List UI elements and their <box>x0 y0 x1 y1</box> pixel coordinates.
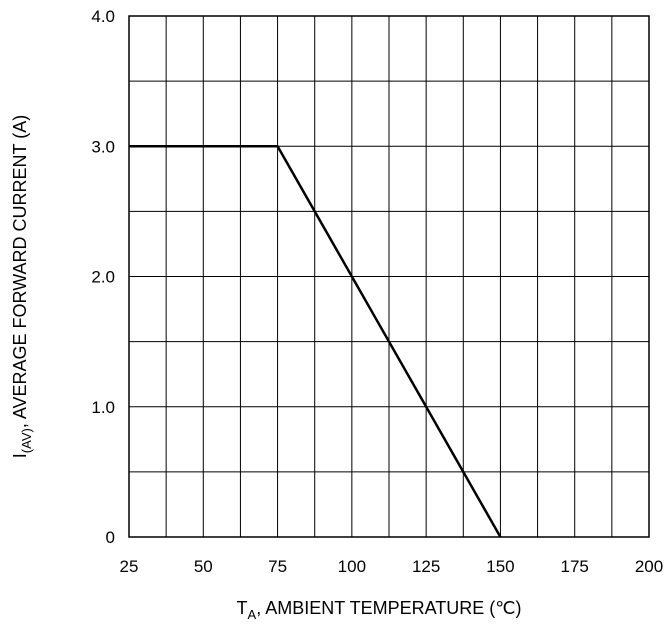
grid-lines <box>129 16 649 537</box>
x-tick-label: 100 <box>338 557 366 576</box>
x-axis-title-text: , AMBIENT TEMPERATURE (℃) <box>256 598 521 618</box>
x-tick-label: 125 <box>412 557 440 576</box>
x-tick-label: 50 <box>194 557 213 576</box>
plot-frame <box>128 15 650 538</box>
derating-curve-0 <box>129 145 502 538</box>
y-tick-label: 2.0 <box>91 268 115 287</box>
x-tick-label: 75 <box>268 557 287 576</box>
y-axis-subscript: (AV) <box>19 428 34 453</box>
x-axis-symbol: T <box>237 598 248 618</box>
y-tick-labels: 0 1.0 2.0 3.0 4.0 <box>91 7 115 547</box>
x-tick-label: 25 <box>120 557 139 576</box>
x-axis-title: TA, AMBIENT TEMPERATURE (℃) <box>237 598 522 622</box>
y-tick-label: 4.0 <box>91 7 115 26</box>
series-layer <box>129 145 502 538</box>
y-axis-title: I(AV), AVERAGE FORWARD CURRENT (A) <box>10 115 34 458</box>
x-tick-labels: 25 50 75 100 125 150 175 200 <box>120 557 664 576</box>
y-tick-label: 1.0 <box>91 398 115 417</box>
x-tick-label: 175 <box>561 557 589 576</box>
y-axis-title-text: , AVERAGE FORWARD CURRENT (A) <box>10 115 30 428</box>
x-axis-subscript: A <box>248 607 257 622</box>
y-axis-symbol: I <box>10 453 30 458</box>
y-tick-label: 0 <box>106 528 115 547</box>
y-tick-label: 3.0 <box>91 137 115 156</box>
x-tick-label: 200 <box>635 557 663 576</box>
x-tick-label: 150 <box>486 557 514 576</box>
